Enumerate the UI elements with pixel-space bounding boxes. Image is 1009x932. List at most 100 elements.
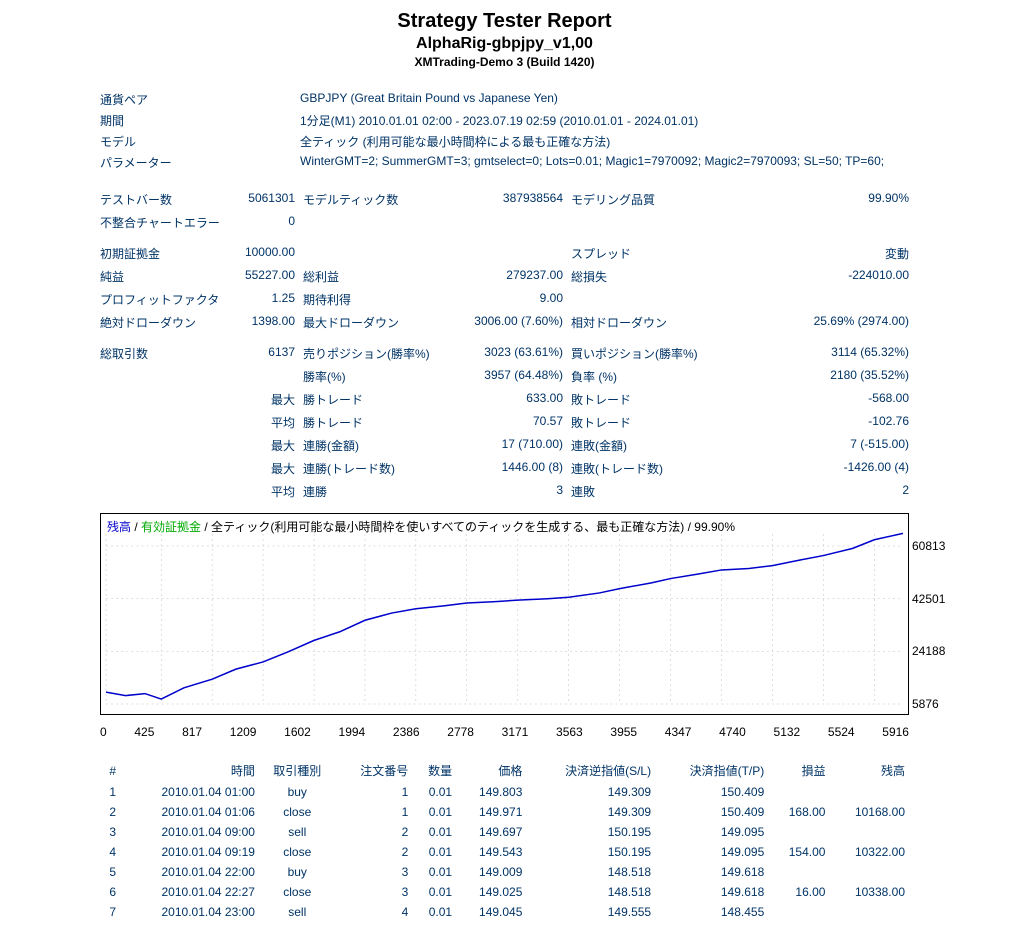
chart-x-tick: 0 [100, 725, 107, 739]
table-cell: buy [259, 862, 336, 882]
stats-label: 買いポジション(勝率%) [571, 345, 701, 362]
table-cell: 149.971 [456, 802, 526, 822]
info-label: 通貨ペア [100, 91, 300, 108]
table-cell [829, 862, 909, 882]
stats-label: 初期証拠金 [100, 245, 230, 262]
table-cell: 1 [336, 782, 413, 802]
stats-value: 17 (710.00) [433, 437, 571, 454]
stats-label: 連敗(金額) [571, 437, 701, 454]
stats-label: 売りポジション(勝率%) [303, 345, 433, 362]
table-cell: 154.00 [768, 842, 829, 862]
legend-equity: 有効証拠金 [141, 520, 201, 534]
stats-row: 平均連勝3連敗2 [100, 480, 909, 503]
stats-label [100, 460, 230, 477]
table-cell: 149.555 [526, 902, 655, 922]
stats-row: テストバー数5061301モデルティック数387938564モデリング品質99.… [100, 188, 909, 211]
chart-x-tick: 1602 [284, 725, 311, 739]
info-row: 期間1分足(M1) 2010.01.01 02:00 - 2023.07.19 … [100, 110, 909, 131]
stats-label: モデリング品質 [571, 191, 701, 208]
table-cell: sell [259, 902, 336, 922]
info-value: WinterGMT=2; SummerGMT=3; gmtselect=0; L… [300, 154, 909, 171]
table-cell: 1 [100, 782, 120, 802]
stats-value: 6137 [230, 345, 303, 362]
table-cell: 2010.01.04 09:19 [120, 842, 259, 862]
stats-value: -568.00 [701, 391, 909, 408]
table-cell [829, 782, 909, 802]
table-cell: 149.543 [456, 842, 526, 862]
info-value: 全ティック (利用可能な最小時間枠による最も正確な方法) [300, 133, 909, 150]
stats-value: -102.76 [701, 414, 909, 431]
stats-label [571, 214, 701, 231]
table-cell: 149.618 [655, 882, 768, 902]
chart-x-tick: 817 [182, 725, 202, 739]
table-cell: 149.095 [655, 822, 768, 842]
table-cell [768, 822, 829, 842]
table-cell: 10168.00 [829, 802, 909, 822]
stats-block: 初期証拠金10000.00スプレッド変動純益55227.00総利益279237.… [100, 242, 909, 334]
chart-x-tick: 4740 [719, 725, 746, 739]
table-cell: 2010.01.04 01:00 [120, 782, 259, 802]
table-row: 12010.01.04 01:00buy10.01149.803149.3091… [100, 782, 909, 802]
info-row: パラメーターWinterGMT=2; SummerGMT=3; gmtselec… [100, 152, 909, 173]
trades-table-head: #時間取引種別注文番号数量価格決済逆指値(S/L)決済指値(T/P)損益残高 [100, 759, 909, 782]
table-cell: 149.009 [456, 862, 526, 882]
stats-value: 55227.00 [230, 268, 303, 285]
table-cell: 150.409 [655, 802, 768, 822]
stats-row: 総取引数6137売りポジション(勝率%)3023 (63.61%)買いポジション… [100, 342, 909, 365]
table-cell: 148.518 [526, 862, 655, 882]
stats-value: 10000.00 [230, 245, 303, 262]
table-cell: 0.01 [412, 842, 456, 862]
table-cell: 149.803 [456, 782, 526, 802]
table-row: 72010.01.04 23:00sell40.01149.045149.555… [100, 902, 909, 922]
table-cell: 148.518 [526, 882, 655, 902]
table-cell: 0.01 [412, 822, 456, 842]
table-cell: 168.00 [768, 802, 829, 822]
stats-value: 70.57 [433, 414, 571, 431]
table-cell: 2010.01.04 23:00 [120, 902, 259, 922]
table-cell: 149.309 [526, 802, 655, 822]
stats-label [571, 291, 701, 308]
table-cell: 10338.00 [829, 882, 909, 902]
table-cell: 3 [100, 822, 120, 842]
stats-label: 総取引数 [100, 345, 230, 362]
stats-label [100, 391, 230, 408]
table-cell: 148.455 [655, 902, 768, 922]
table-header-cell: 損益 [768, 759, 829, 782]
stats-value [230, 368, 303, 385]
report-title: Strategy Tester Report [10, 10, 999, 33]
stats-value: 3 [433, 483, 571, 500]
table-cell: 150.409 [655, 782, 768, 802]
chart-x-tick: 425 [134, 725, 154, 739]
info-value: 1分足(M1) 2010.01.01 02:00 - 2023.07.19 02… [300, 112, 909, 129]
stats-label: 期待利得 [303, 291, 433, 308]
info-label: 期間 [100, 112, 300, 129]
stats-value: 25.69% (2974.00) [701, 314, 909, 331]
stats-value: -1426.00 (4) [701, 460, 909, 477]
stats-label: 勝トレード [303, 414, 433, 431]
table-cell: 5 [100, 862, 120, 882]
stats-label: 負率 (%) [571, 368, 701, 385]
stats-label: 勝トレード [303, 391, 433, 408]
stats-value: 387938564 [433, 191, 571, 208]
stats-value: 平均 [230, 414, 303, 431]
table-cell: 0.01 [412, 902, 456, 922]
stats-container: テストバー数5061301モデルティック数387938564モデリング品質99.… [10, 188, 999, 503]
info-value: GBPJPY (Great Britain Pound vs Japanese … [300, 91, 909, 108]
stats-label [100, 437, 230, 454]
stats-value: 1398.00 [230, 314, 303, 331]
stats-value: 633.00 [433, 391, 571, 408]
stats-label: モデルティック数 [303, 191, 433, 208]
table-cell: 149.095 [655, 842, 768, 862]
chart-x-tick: 2386 [393, 725, 420, 739]
table-cell: 4 [100, 842, 120, 862]
table-header-cell: 決済指値(T/P) [655, 759, 768, 782]
table-cell: sell [259, 822, 336, 842]
chart-x-tick: 3171 [502, 725, 529, 739]
table-cell: 2 [100, 802, 120, 822]
chart-x-tick: 5132 [774, 725, 801, 739]
stats-row: 絶対ドローダウン1398.00最大ドローダウン3006.00 (7.60%)相対… [100, 311, 909, 334]
report-build: XMTrading-Demo 3 (Build 1420) [10, 55, 999, 69]
stats-value: 99.90% [701, 191, 909, 208]
table-cell: 149.697 [456, 822, 526, 842]
table-cell: 0.01 [412, 862, 456, 882]
